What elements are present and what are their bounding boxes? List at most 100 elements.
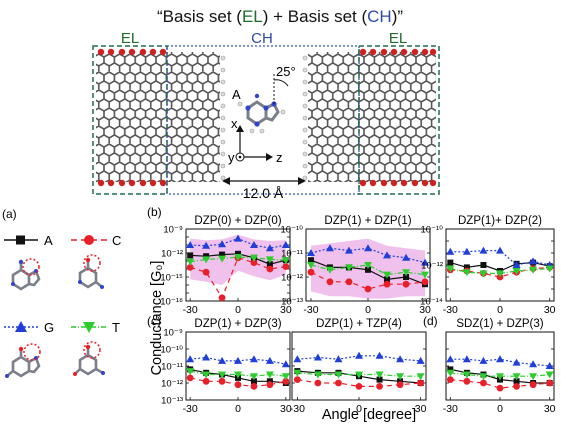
x-tick-label: -30 [443, 403, 458, 415]
axis-x-label: x [231, 116, 238, 131]
hydrogen-atom [302, 55, 308, 61]
oxygen-atom [97, 48, 105, 56]
oxygen-atoms-bottom [97, 179, 437, 187]
hydrogen-atom [220, 151, 226, 157]
hydrogen-atom [302, 163, 308, 169]
oxygen-atom [429, 179, 437, 187]
panel-title: DZP(0) + DZP(0) [194, 215, 281, 227]
x-tick-label: -30 [183, 304, 198, 316]
data-point-G [496, 246, 504, 254]
data-point-G [396, 355, 405, 363]
left-channel-sheet [170, 52, 220, 182]
data-point-T [281, 373, 290, 381]
oxygen-atom [400, 179, 408, 187]
gap-label: 12.0 Å [243, 185, 284, 201]
data-point-G [416, 356, 425, 364]
data-point-C [355, 383, 363, 390]
hydrogen-atom [302, 91, 308, 97]
oxygen-atom [118, 179, 126, 187]
data-point-T [421, 271, 430, 279]
x-tick-label: 30 [415, 403, 427, 415]
y-tick-label: 10⁻⁹ [163, 328, 183, 339]
legend-label-A: A [44, 233, 53, 248]
legend-label: (a) [2, 207, 17, 221]
data-point-C [496, 384, 504, 392]
data-point-C [186, 264, 194, 271]
data-point-G [512, 358, 521, 366]
data-point-A [403, 274, 410, 280]
x-tick-label: 0 [356, 403, 362, 415]
panel-title: DZP(1) + DZP(1) [324, 215, 411, 227]
device-diagram: EL CH EL 25° A x [92, 30, 440, 201]
oxygen-atom [421, 48, 429, 56]
hydrogen-atom [302, 103, 308, 109]
x-tick-label: -30 [290, 403, 305, 415]
hydrogen-atom [220, 55, 226, 61]
right-el-frame [358, 45, 440, 195]
data-point-A [513, 378, 520, 385]
data-point-C [314, 379, 322, 387]
y-axis-label: Conductance [G₀] [149, 261, 165, 376]
chart-panel-3: 10⁻¹⁰ 10⁻¹² 10⁻¹⁴-30 0 30 DZP(1)+ DZP(2) [420, 215, 556, 316]
data-point-C [282, 377, 290, 385]
axis-triad: x y z [228, 116, 283, 165]
y-tick-label: 10⁻¹⁴ [420, 297, 443, 308]
data-point-C [529, 381, 537, 389]
data-point-C [364, 285, 372, 293]
legend-item-G: G [4, 320, 54, 335]
data-point-T [186, 258, 195, 266]
axis-y-label: y [228, 150, 235, 165]
data-point-G [402, 253, 411, 261]
x-tick-label: -30 [443, 304, 458, 316]
y-tick-label: 10⁻¹² [161, 249, 183, 260]
chart-panel-6: -30 0 30 SDZ(1) + DZP(3) (d) [423, 314, 556, 415]
data-point-G [355, 351, 363, 359]
data-point-G [202, 353, 211, 361]
right-channel-sheet [308, 52, 356, 182]
data-point-G [446, 247, 455, 255]
data-point-T [479, 270, 488, 278]
data-point-G [375, 351, 384, 359]
data-point-T [355, 371, 363, 379]
data-point-T [344, 264, 353, 272]
data-point-A [250, 378, 257, 385]
y-tick-label: 10⁻¹¹ [281, 249, 303, 260]
data-point-T [218, 371, 227, 379]
x-tick-label: 30 [280, 403, 292, 415]
hydrogen-atom [220, 103, 226, 109]
data-point-T [512, 268, 521, 275]
x-tick-label: 0 [497, 403, 503, 415]
data-point-G [446, 355, 455, 363]
axis-z-label: z [276, 150, 283, 165]
data-point-G [186, 241, 195, 248]
data-point-T [462, 269, 471, 277]
data-point-A [203, 253, 210, 260]
panel-label: (b) [147, 205, 162, 219]
data-point-T [396, 373, 405, 381]
data-point-G [479, 246, 488, 254]
oxygen-atom [369, 179, 377, 187]
data-point-C [463, 377, 471, 385]
oxygen-atom [429, 48, 437, 56]
oxygen-atom [359, 48, 367, 56]
hydrogen-atom [302, 79, 308, 85]
data-point-T [202, 256, 211, 264]
data-point-T [234, 371, 242, 379]
data-point-G [281, 241, 290, 248]
data-point-C [326, 278, 334, 286]
hydrogen-edge-atoms [220, 55, 308, 181]
oxygen-atom [159, 48, 167, 56]
data-point-T [202, 371, 211, 379]
data-point-T [383, 271, 392, 279]
y-tick-label: 10⁻¹⁰ [420, 225, 443, 236]
oxygen-atom [128, 179, 136, 187]
panel-label: (d) [423, 314, 438, 328]
x-tick-label: 0 [365, 304, 371, 316]
left-electrode-sheet [96, 52, 170, 182]
data-point-T [416, 373, 425, 381]
data-point-C [376, 383, 383, 390]
x-tick-label: -30 [303, 304, 318, 316]
oxygen-atom [380, 48, 388, 56]
oxygen-atom [149, 48, 157, 56]
data-point-G [421, 258, 430, 266]
